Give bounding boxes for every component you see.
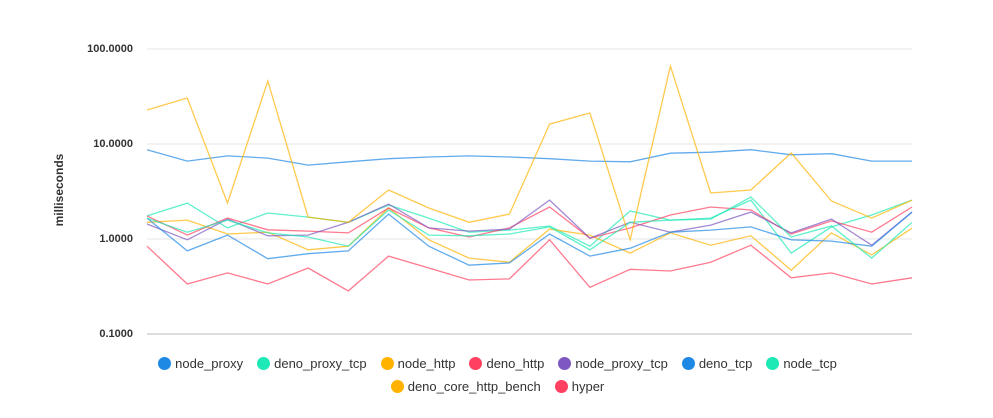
legend-item[interactable]: hyper [554, 379, 605, 394]
legend-marker [554, 380, 568, 393]
y-axis-title: milliseconds [52, 153, 66, 226]
legend-item[interactable]: deno_core_http_bench [390, 379, 541, 394]
legend-label: hyper [571, 379, 605, 394]
series-line [146, 149, 912, 166]
legend-marker [558, 357, 572, 370]
legend-label: node_proxy_tcp [575, 356, 668, 371]
legend-item[interactable]: node_proxy [158, 356, 243, 371]
y-tick-label: 100.0000 [87, 43, 133, 55]
series-line [146, 196, 913, 259]
legend-marker [257, 357, 271, 370]
legend-label: deno_core_http_bench [407, 379, 541, 394]
legend-marker [681, 357, 695, 370]
legend-label: node_tcp [783, 356, 837, 371]
legend-marker [469, 357, 483, 370]
legend-label: deno_proxy_tcp [274, 356, 367, 371]
legend-item[interactable]: node_tcp [766, 356, 837, 371]
legend-item[interactable]: deno_http [469, 356, 544, 371]
legend-marker [390, 380, 404, 393]
legend-label: deno_tcp [698, 356, 753, 371]
legend-label: node_proxy [175, 356, 244, 371]
legend-item[interactable]: deno_proxy_tcp [257, 356, 367, 371]
series-line [146, 199, 913, 254]
legend-label: node_http [397, 356, 456, 371]
chart: milliseconds 0.1000 1.0000 10.0000 100.0000 [52, 43, 913, 340]
legend-item[interactable]: node_http [380, 356, 456, 371]
series-line [146, 238, 913, 292]
series-line [146, 63, 913, 243]
legend-item[interactable]: deno_tcp [681, 356, 753, 371]
series-line [146, 211, 913, 266]
legend-item[interactable]: node_proxy_tcp [558, 356, 668, 371]
y-tick-label: 1.0000 [99, 233, 133, 245]
legend-marker [158, 357, 172, 370]
legend-marker [380, 357, 394, 370]
series-line [146, 199, 913, 247]
legend-label: deno_http [486, 356, 545, 371]
legend: node_proxy deno_proxy_tcp node_http deno_ht… [90, 356, 905, 394]
legend-marker [766, 357, 780, 370]
y-tick-label: 10.0000 [93, 138, 133, 150]
y-tick-label: 0.1000 [99, 328, 133, 340]
